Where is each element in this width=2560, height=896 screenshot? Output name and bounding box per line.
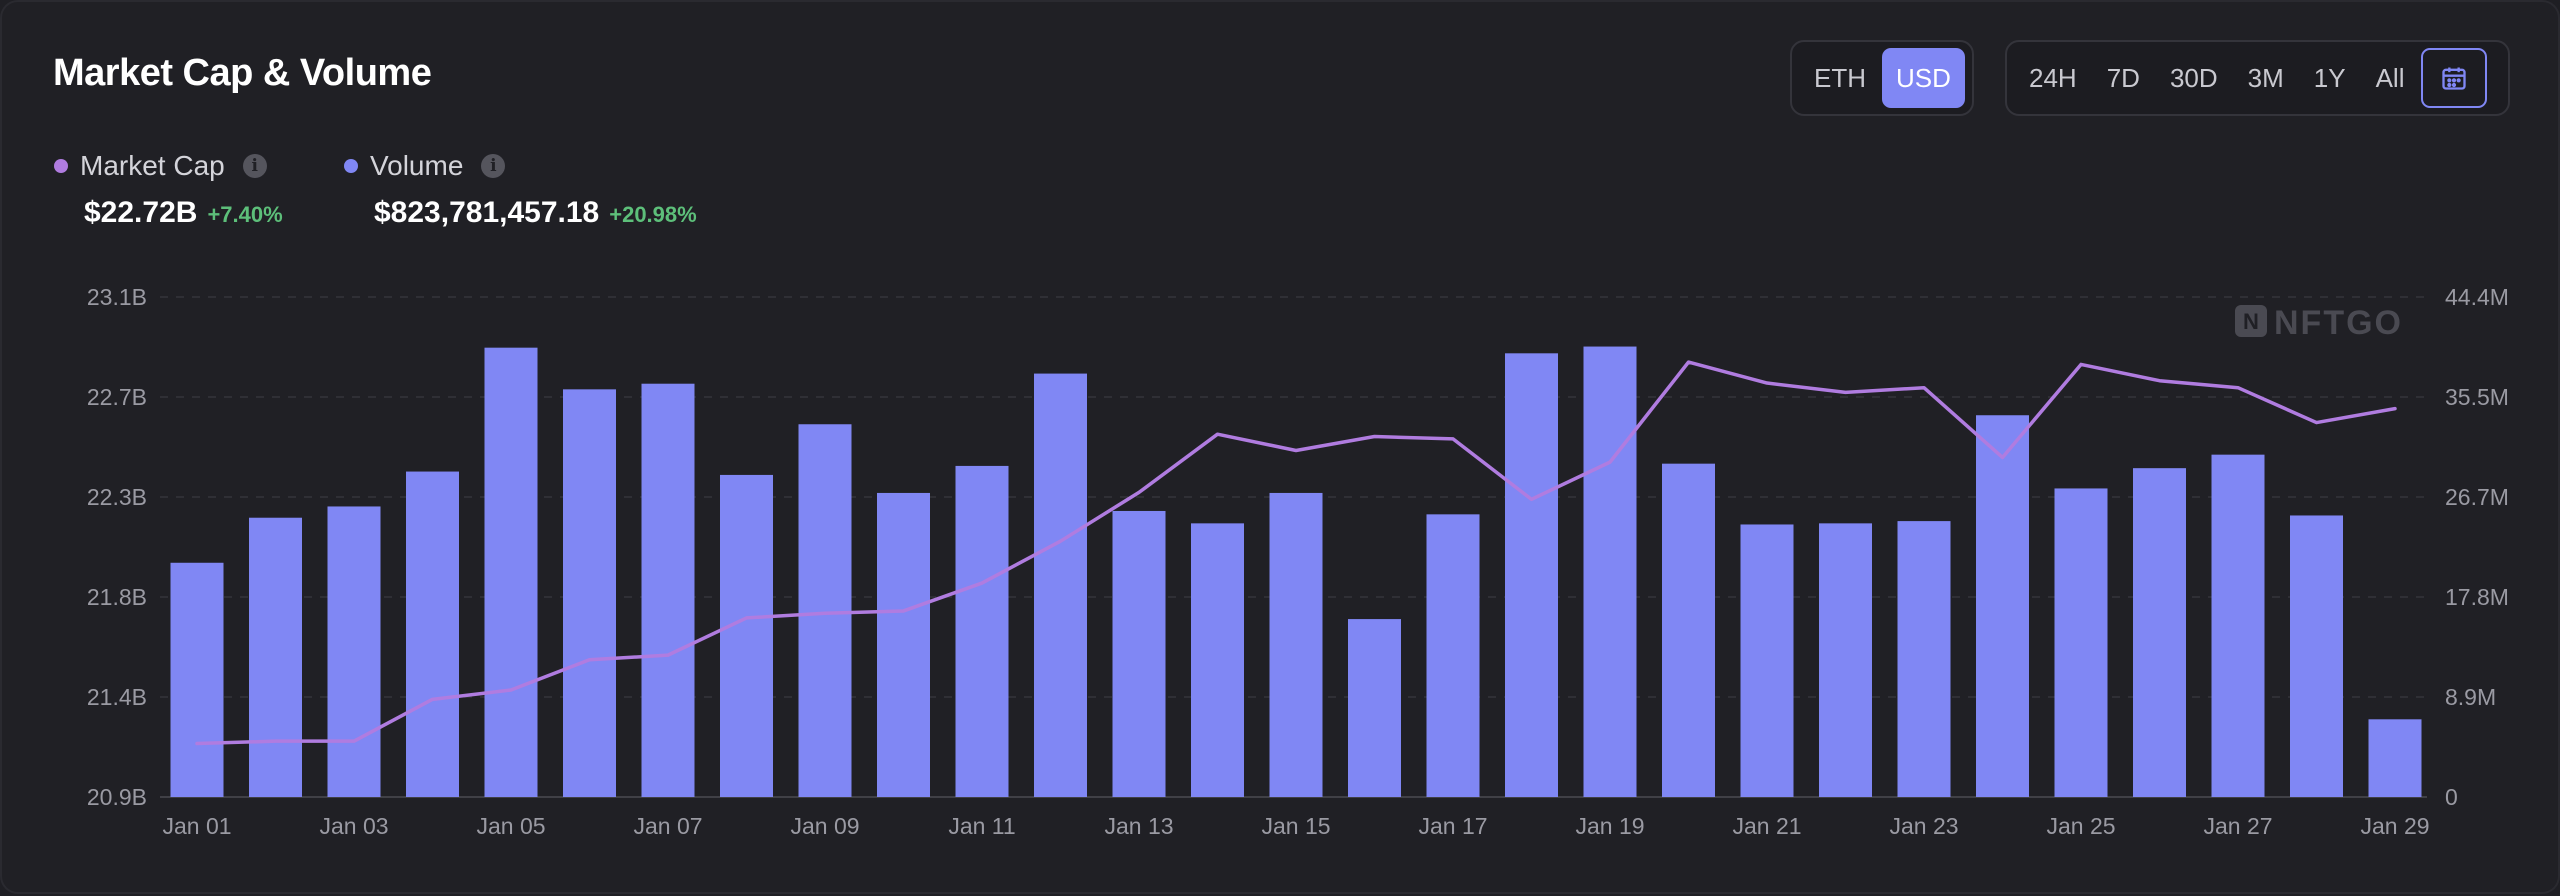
volume-change: +20.98% bbox=[609, 202, 697, 227]
market-cap-value: $22.72B bbox=[84, 196, 198, 229]
x-tick-label: Jan 05 bbox=[476, 813, 545, 839]
range-all-button[interactable]: All bbox=[2375, 62, 2405, 93]
range-30d-button[interactable]: 30D bbox=[2169, 62, 2218, 93]
x-tick-label: Jan 13 bbox=[1104, 813, 1173, 839]
volume-bar[interactable] bbox=[1583, 346, 1637, 797]
y-left-tick-label: 21.4B bbox=[87, 684, 147, 710]
volume-bar[interactable] bbox=[1897, 521, 1951, 797]
y-left-tick-label: 23.1B bbox=[87, 284, 147, 310]
y-right-tick-label: 35.5M bbox=[2445, 384, 2509, 410]
volume-bar[interactable] bbox=[1505, 353, 1558, 797]
y-left-tick-label: 21.8B bbox=[87, 584, 147, 610]
market-cap-info-icon[interactable]: i bbox=[242, 154, 267, 178]
currency-eth-button[interactable]: ETH bbox=[1814, 62, 1866, 93]
volume-bar[interactable] bbox=[1662, 463, 1715, 797]
x-tick-label: Jan 07 bbox=[633, 813, 702, 839]
watermark-text: NFTGO bbox=[2274, 304, 2403, 342]
range-toggle: 24H 7D 30D 3M 1Y All bbox=[2005, 40, 2510, 116]
volume-info-icon[interactable]: i bbox=[481, 154, 506, 178]
range-3m-button[interactable]: 3M bbox=[2247, 62, 2284, 93]
volume-bar[interactable] bbox=[2290, 515, 2343, 797]
x-tick-label: Jan 17 bbox=[1418, 813, 1487, 839]
volume-bar[interactable] bbox=[1976, 415, 2029, 797]
market-cap-dot bbox=[54, 159, 68, 173]
volume-bar[interactable] bbox=[484, 347, 538, 797]
nftgo-watermark: N NFTGO bbox=[2235, 304, 2403, 342]
volume-bar[interactable] bbox=[1112, 510, 1166, 797]
y-right-tick-label: 44.4M bbox=[2445, 284, 2509, 310]
range-1y-button[interactable]: 1Y bbox=[2313, 62, 2346, 93]
volume-bar[interactable] bbox=[877, 492, 930, 797]
legend-volume: Volume i $823,781,457.18 +20.98% bbox=[344, 150, 697, 230]
calendar-button[interactable] bbox=[2420, 48, 2487, 108]
x-tick-label: Jan 27 bbox=[2203, 813, 2272, 839]
volume-bar[interactable] bbox=[249, 517, 302, 797]
y-left-tick-label: 22.3B bbox=[87, 484, 147, 510]
market-cap-change: +7.40% bbox=[207, 202, 283, 227]
x-tick-label: Jan 25 bbox=[2046, 813, 2115, 839]
volume-bar[interactable] bbox=[1348, 619, 1401, 797]
currency-usd-button[interactable]: USD bbox=[1882, 48, 1965, 108]
volume-bar[interactable] bbox=[1426, 514, 1480, 797]
y-right-tick-label: 17.8M bbox=[2445, 584, 2509, 610]
volume-bar[interactable] bbox=[1034, 373, 1087, 797]
volume-bar[interactable] bbox=[2054, 488, 2108, 797]
x-tick-label: Jan 19 bbox=[1575, 813, 1644, 839]
market-cap-line[interactable] bbox=[195, 360, 2397, 746]
currency-toggle: ETH USD bbox=[1790, 40, 1974, 116]
volume-bar[interactable] bbox=[798, 424, 852, 797]
volume-bar[interactable] bbox=[327, 506, 381, 797]
calendar-icon bbox=[2441, 67, 2466, 90]
volume-bar[interactable] bbox=[955, 465, 1009, 797]
volume-bar[interactable] bbox=[2368, 719, 2422, 797]
volume-bar[interactable] bbox=[641, 383, 695, 797]
x-tick-label: Jan 11 bbox=[948, 813, 1015, 839]
range-7d-button[interactable]: 7D bbox=[2106, 62, 2140, 93]
volume-bar[interactable] bbox=[1191, 523, 1244, 797]
y-left-tick-label: 22.7B bbox=[87, 384, 147, 410]
range-24h-button[interactable]: 24H bbox=[2029, 62, 2077, 93]
legend-market-cap: Market Cap i $22.72B +7.40% bbox=[54, 150, 283, 230]
market-cap-label: Market Cap bbox=[80, 150, 225, 181]
volume-bar[interactable] bbox=[2211, 454, 2265, 797]
x-tick-label: Jan 09 bbox=[790, 813, 859, 839]
x-tick-label: Jan 01 bbox=[162, 813, 231, 839]
volume-dot bbox=[344, 159, 358, 173]
volume-bar[interactable] bbox=[720, 474, 773, 797]
volume-label: Volume bbox=[370, 150, 464, 181]
y-right-tick-label: 0 bbox=[2445, 784, 2458, 810]
volume-bar[interactable] bbox=[563, 389, 616, 797]
x-tick-label: Jan 15 bbox=[1261, 813, 1330, 839]
volume-value: $823,781,457.18 bbox=[374, 196, 600, 229]
x-tick-label: Jan 03 bbox=[319, 813, 388, 839]
volume-bar[interactable] bbox=[1740, 524, 1794, 797]
volume-bar[interactable] bbox=[2133, 468, 2186, 797]
x-tick-label: Jan 29 bbox=[2360, 813, 2429, 839]
y-right-tick-label: 8.9M bbox=[2445, 684, 2496, 710]
y-right-tick-label: 26.7M bbox=[2445, 484, 2509, 510]
x-tick-label: Jan 23 bbox=[1889, 813, 1958, 839]
volume-bar[interactable] bbox=[1269, 492, 1323, 797]
volume-bar[interactable] bbox=[1819, 523, 1872, 797]
chart-title: Market Cap & Volume bbox=[53, 52, 432, 94]
volume-bar[interactable] bbox=[170, 562, 224, 797]
svg-text:N: N bbox=[2243, 309, 2259, 334]
volume-bar[interactable] bbox=[406, 471, 459, 797]
x-tick-label: Jan 21 bbox=[1732, 813, 1801, 839]
y-left-tick-label: 20.9B bbox=[87, 784, 147, 810]
